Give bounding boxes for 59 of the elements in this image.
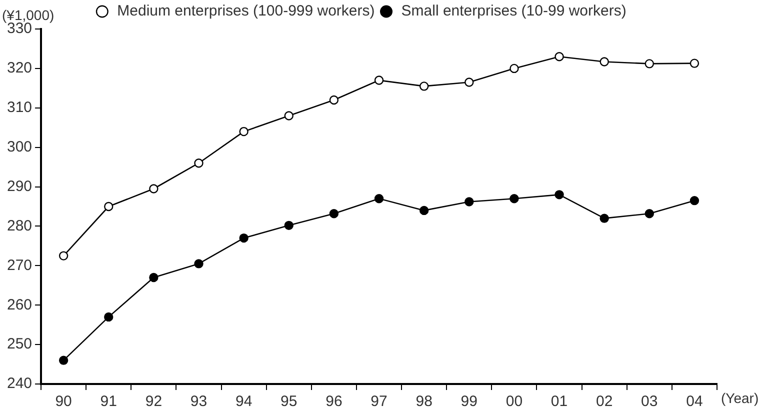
point <box>464 78 474 87</box>
point <box>644 59 654 68</box>
point <box>374 194 384 204</box>
x-tick-label: 02 <box>596 393 613 410</box>
point <box>58 251 68 260</box>
y-tick-label: 290 <box>6 178 32 195</box>
x-tick-label: 93 <box>190 393 208 410</box>
point <box>419 82 429 91</box>
point <box>239 233 248 243</box>
x-tick-label: 00 <box>506 393 523 410</box>
x-tick-label: 03 <box>641 393 658 410</box>
point <box>284 111 294 120</box>
point <box>600 57 609 66</box>
x-tick-label: 96 <box>326 393 342 410</box>
x-tick-label: 94 <box>235 393 252 410</box>
point <box>149 184 158 194</box>
point <box>58 356 68 365</box>
point <box>690 58 700 68</box>
x-tick-label: 99 <box>460 393 478 410</box>
point <box>510 194 519 204</box>
point <box>600 214 609 223</box>
point <box>149 272 158 282</box>
legend-label: Medium enterprises (100-999 workers) <box>117 2 375 20</box>
point <box>464 197 474 206</box>
point <box>510 64 519 74</box>
x-axis-title: (Year) <box>721 390 759 406</box>
point <box>104 202 114 212</box>
y-tick-label: 270 <box>6 256 32 274</box>
y-tick-label: 260 <box>6 296 32 314</box>
x-tick-label: 91 <box>100 393 117 410</box>
point <box>554 190 564 200</box>
x-tick-label: 98 <box>416 393 432 410</box>
y-tick-label: 330 <box>6 20 32 38</box>
x-tick-label: 92 <box>145 393 162 410</box>
point <box>374 76 384 85</box>
x-tick-label: 95 <box>280 393 298 410</box>
x-tick-label: 01 <box>550 393 568 410</box>
point <box>194 158 204 168</box>
x-tick-label: 90 <box>55 393 72 410</box>
y-tick-label: 240 <box>6 375 32 392</box>
y-tick-label: 280 <box>6 217 32 234</box>
x-tick-label: 04 <box>686 393 703 410</box>
y-tick-label: 320 <box>6 60 32 77</box>
point <box>284 220 294 230</box>
point <box>690 196 700 206</box>
y-tick-label: 310 <box>6 99 32 116</box>
point <box>419 206 429 216</box>
y-tick-label: 300 <box>6 138 32 156</box>
point <box>104 312 114 322</box>
point <box>194 259 204 268</box>
point <box>644 209 654 218</box>
point <box>329 209 339 218</box>
legend-label: Small enterprises (10-99 workers) <box>401 2 626 20</box>
y-tick-label: 250 <box>6 336 32 353</box>
x-tick-label: 97 <box>370 393 388 410</box>
y-axis-title: (¥1,000) <box>2 6 54 23</box>
point <box>329 95 339 105</box>
point <box>554 52 564 62</box>
point <box>239 126 248 136</box>
